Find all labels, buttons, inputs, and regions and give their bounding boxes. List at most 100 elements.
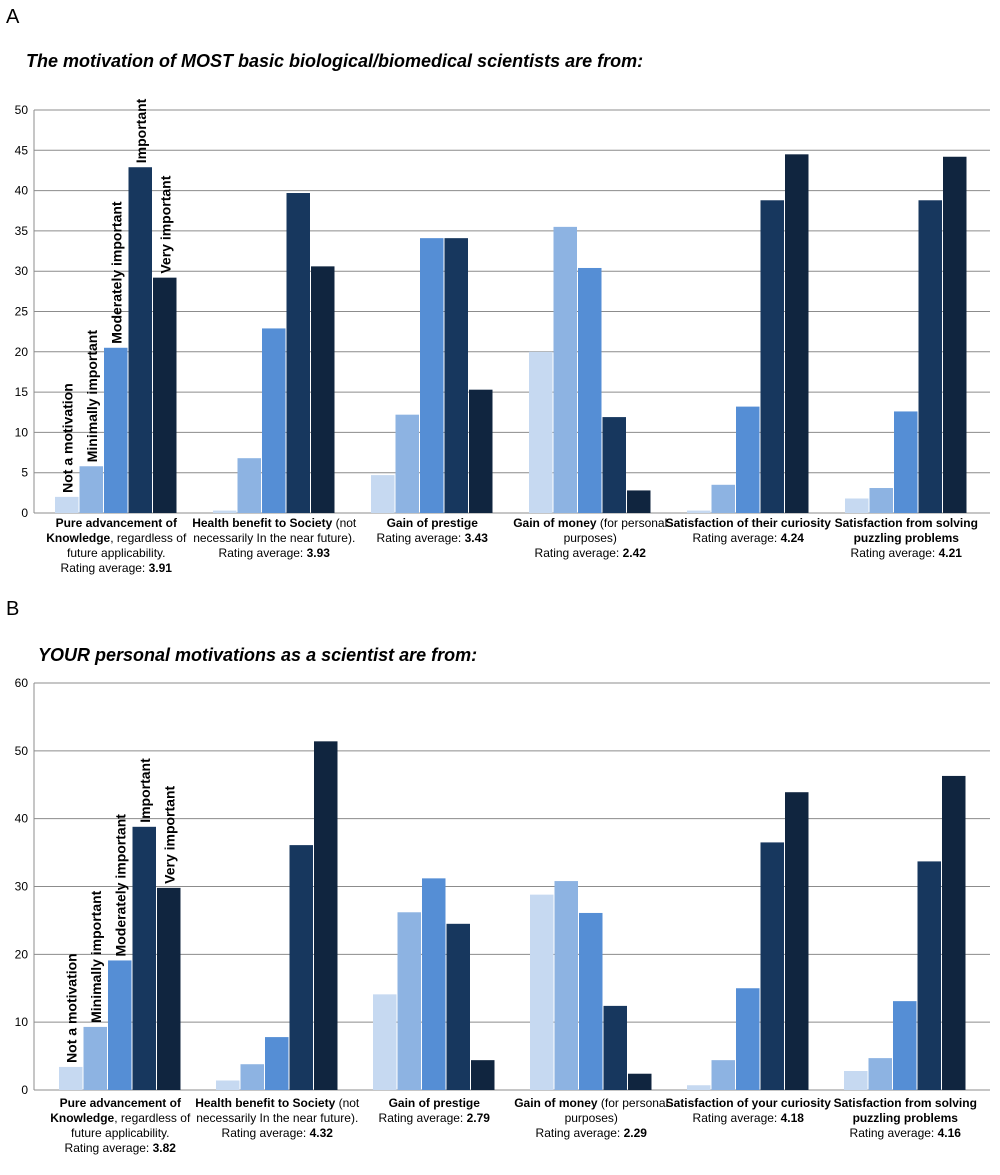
bar [444,238,468,514]
category-note: , regardless of future applicability. [71,1111,191,1140]
series-label: Not a motivation [59,383,75,493]
bar [530,894,554,1090]
y-tick-label: 50 [15,744,29,758]
series-label: Minimally important [88,890,104,1023]
rating-label: Rating average: [218,546,307,560]
rating-value: 4.16 [937,1126,961,1140]
category-note: (not necessarily In the near future). [196,1096,360,1125]
bar [868,1058,892,1090]
series-label: Very important [157,175,173,273]
y-tick-label: 35 [15,224,29,238]
bar [289,845,313,1090]
bar [918,200,942,513]
bar [628,1073,652,1090]
y-tick-label: 40 [15,184,29,198]
rating-value: 4.18 [780,1111,804,1125]
series-label: Important [137,758,153,823]
bar [128,167,152,513]
y-tick-label: 60 [15,676,29,690]
bar [760,842,784,1090]
category-label: Gain of prestige Rating average: 2.79 [349,1096,519,1126]
panel-b-title: YOUR personal motivations as a scientist… [38,645,478,665]
bar [554,881,578,1090]
series-label: Important [133,98,149,163]
bar [736,988,760,1090]
series-label: Moderately important [112,814,128,957]
bar [262,328,286,513]
rating-label: Rating average: [376,531,465,545]
category-name: Satisfaction from solving puzzling probl… [834,516,978,545]
rating-value: 2.42 [622,546,646,560]
rating-label: Rating average: [692,1111,781,1125]
y-tick-label: 25 [15,305,29,319]
bar [157,887,181,1090]
rating-label: Rating average: [378,1111,467,1125]
category-name: Pure advancement of Knowledge [46,516,177,545]
bar [314,741,338,1090]
bar [869,488,893,513]
bar [553,226,577,513]
bar [240,1064,264,1090]
rating-label: Rating average: [849,1126,938,1140]
bar [371,475,395,513]
rating-value: 4.21 [938,546,962,560]
bar [213,510,237,513]
bar [471,1060,495,1090]
bar [627,490,651,513]
y-tick-label: 20 [15,947,29,961]
rating-label: Rating average: [64,1141,153,1155]
category-name: Satisfaction of their curiosity [665,516,831,530]
bar [529,351,553,513]
panel-a-title: The motivation of MOST basic biological/… [26,51,644,71]
category-label: Satisfaction of their curiosity Rating av… [663,516,833,546]
bar [579,912,603,1090]
bar [420,238,444,514]
bar [216,1080,240,1090]
category-note: (for personal purposes) [563,516,668,545]
series-label: Very important [161,785,177,883]
bar [153,277,177,513]
rating-value: 3.93 [306,546,330,560]
bar [711,1060,735,1090]
category-name: Pure advancement of Knowledge [50,1096,181,1125]
category-label: Satisfaction from solving puzzling probl… [821,516,991,561]
bar [373,994,397,1090]
y-tick-label: 20 [15,345,29,359]
rating-value: 3.91 [148,561,172,575]
rating-label: Rating average: [534,546,623,560]
y-tick-label: 50 [15,103,29,117]
bar [687,1085,711,1090]
bar [397,912,421,1090]
category-name: Gain of money [514,1096,598,1110]
bar [578,267,602,513]
category-label: Health benefit to Society (not necessari… [189,516,359,561]
bar [893,1001,917,1090]
category-note: , regardless of future applicability. [67,531,187,560]
y-tick-label: 10 [15,425,29,439]
bar [311,266,335,513]
panel-a-letter: A [6,6,20,28]
y-tick-label: 0 [21,506,28,520]
bar [286,193,310,513]
category-label: Satisfaction of your curiosity Rating ave… [663,1096,833,1126]
y-tick-label: 5 [21,466,28,480]
category-label: Gain of prestige Rating average: 3.43 [347,516,517,546]
rating-label: Rating average: [535,1126,624,1140]
chart-a: 0 5 10 15 20 25 30 35 40 45 50 Not a motivation Mini… [15,98,990,520]
category-label: Health benefit to Society (not necessari… [192,1096,362,1141]
bar [395,414,419,513]
bar [844,1071,868,1090]
rating-value: 3.43 [464,531,488,545]
bar [603,1005,627,1090]
series-label: Not a motivation [63,953,79,1063]
bar [602,417,626,513]
rating-label: Rating average: [60,561,149,575]
bar [265,1037,289,1090]
bar [422,878,446,1090]
y-tick-label: 15 [15,385,29,399]
y-tick-label: 10 [15,1015,29,1029]
category-note: (for personal purposes) [564,1096,669,1125]
bar [760,200,784,513]
bar [446,923,470,1090]
series-label: Minimally important [84,330,100,463]
